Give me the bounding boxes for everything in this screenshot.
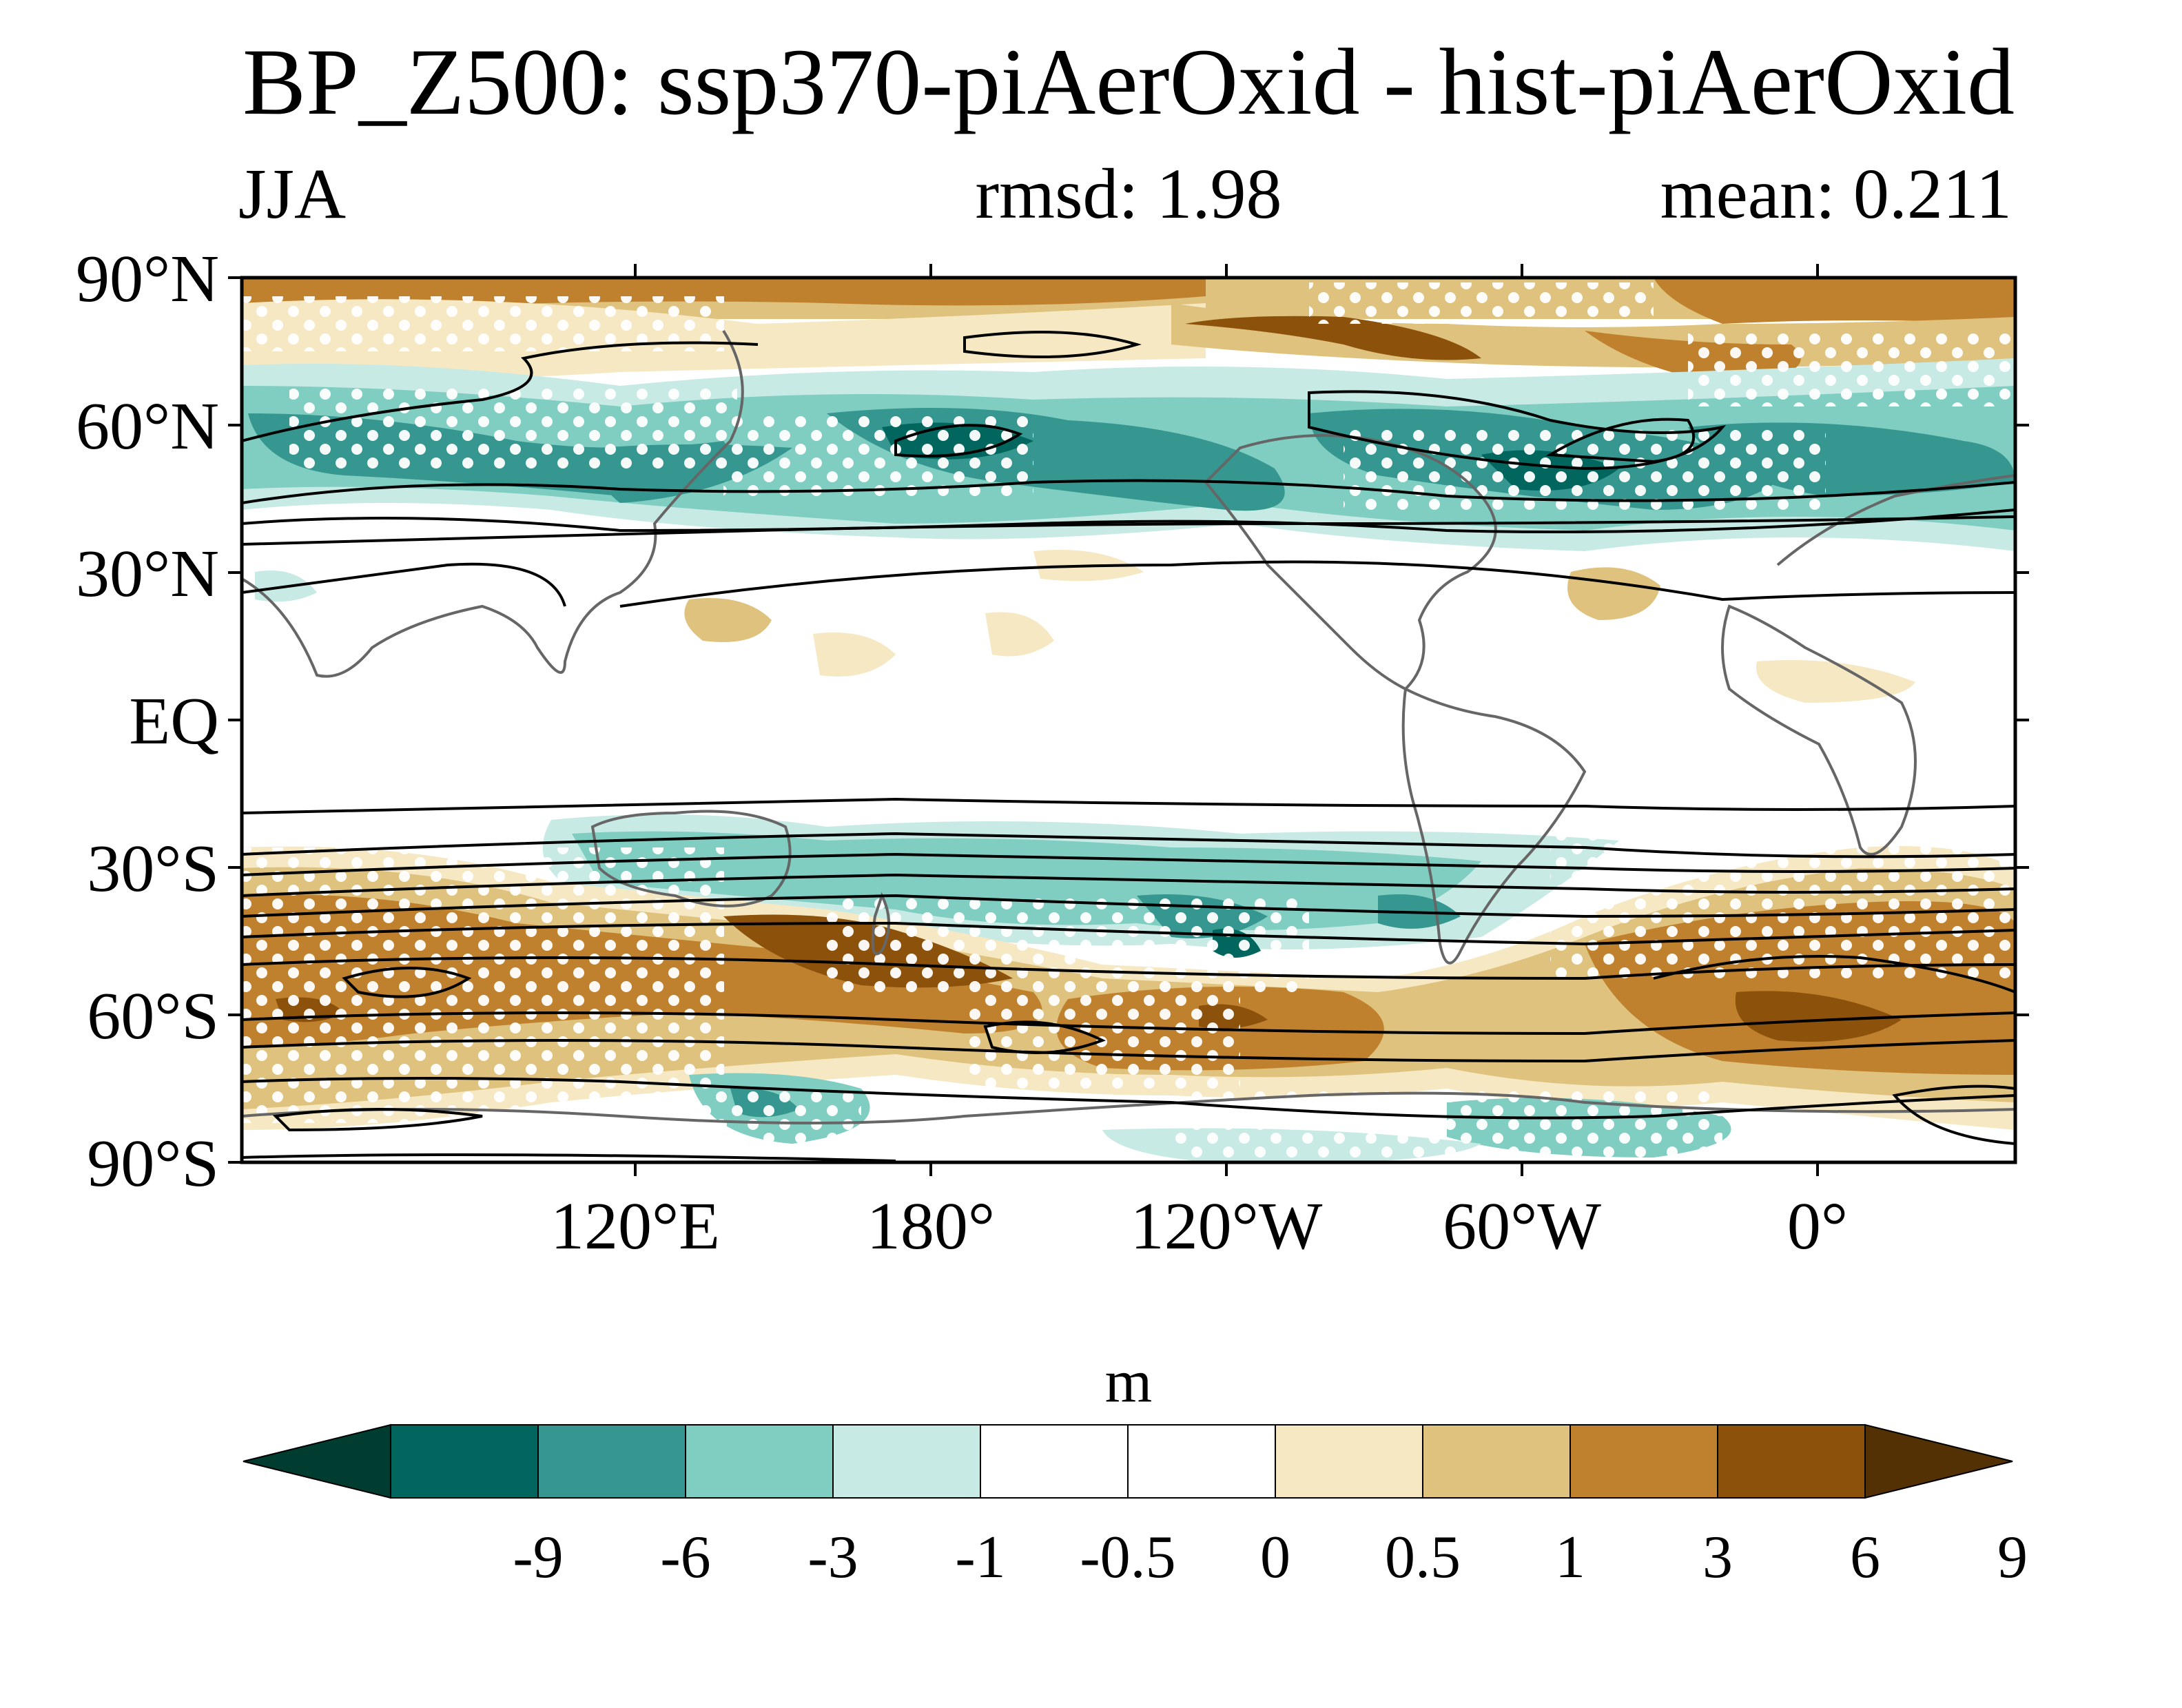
colorbar-tick-label: -0.5: [1080, 1524, 1175, 1591]
contour-line: [242, 921, 2015, 946]
contour-line: [242, 852, 2015, 876]
contour-line: [242, 832, 2015, 858]
rmsd-label: rmsd: 1.98: [976, 154, 1282, 234]
climatology-contours: [242, 331, 2015, 1162]
coastline-south-america: [1401, 686, 1587, 965]
coastlines: [242, 329, 2015, 1124]
colorbar-tick-label: -1: [955, 1524, 1005, 1591]
coastline-australia: [590, 810, 792, 907]
stipple-patch: [242, 847, 724, 1123]
lon-label: 0°: [1787, 1189, 1848, 1264]
lon-label: 180°: [867, 1189, 995, 1264]
colorbar-swatch: [1127, 1424, 1276, 1499]
contour-line: [242, 508, 2015, 533]
lat-label: 90°N: [76, 242, 219, 316]
contour-line: [894, 424, 1023, 457]
anomaly-region: [1735, 991, 1902, 1042]
stipple-patch: [1309, 282, 1654, 324]
coastline-antarctica: [242, 1091, 2015, 1124]
contour-line: [242, 562, 566, 607]
colorbar-swatch: [1422, 1424, 1571, 1499]
anomaly-region: [1654, 278, 2015, 324]
tick-marks: [228, 264, 2029, 1176]
colorbar-swatch: [537, 1424, 686, 1499]
lat-label: 30°N: [76, 537, 219, 611]
anomaly-region: [985, 612, 1054, 657]
colorbar-tick-label: 3: [1702, 1524, 1733, 1591]
stipple-patch: [1171, 1089, 1722, 1157]
season-label: JJA: [238, 154, 346, 234]
coastline-africa: [1721, 604, 1917, 856]
lat-label: 90°S: [87, 1126, 219, 1201]
contour-line: [242, 797, 2015, 814]
lon-label: 120°W: [1131, 1189, 1323, 1264]
colorbar-tick-label: -6: [660, 1524, 710, 1591]
stipple-patch: [289, 386, 737, 469]
colorbar-swatch: [980, 1424, 1129, 1499]
colorbar-tick-label: 0.5: [1385, 1524, 1461, 1591]
colorbar-under-triangle: [243, 1423, 391, 1499]
colorbar: -9 -6 -3 -1 -0.5 0 0.5 1 3 6 9: [243, 1423, 2028, 1591]
colorbar-units: m: [1105, 1348, 1152, 1415]
lat-label: 60°N: [76, 389, 219, 464]
stipple-patch: [1550, 827, 2015, 978]
coastline-asia: [242, 329, 744, 678]
contour-line: [342, 967, 472, 998]
contour-line: [242, 515, 2015, 546]
map-panel: [242, 278, 2015, 1162]
contour-line: [242, 894, 2015, 918]
colorbar-tick-label: -3: [807, 1524, 858, 1591]
coastline-europe: [1776, 474, 2015, 566]
contour-line: [1308, 390, 1727, 471]
contour-line: [242, 1039, 2015, 1063]
stipple-patch: [965, 978, 1240, 1089]
contour-line: [1892, 1084, 2015, 1146]
contour-line: [1545, 418, 1696, 464]
coastline-new-zealand: [871, 892, 890, 956]
contour-line: [1653, 955, 2015, 994]
colorbar-tick-label: 1: [1555, 1524, 1585, 1591]
colorbar-tick-label: 9: [1997, 1524, 2028, 1591]
contour-line: [242, 873, 2015, 897]
colorbar-tick-label: -9: [513, 1524, 563, 1591]
colorbar-swatch: [1569, 1424, 1718, 1499]
contour-line: [272, 1108, 483, 1132]
stipple-patch: [827, 896, 1309, 992]
stipple-patch: [242, 296, 724, 351]
anomaly-region: [1185, 316, 1481, 360]
colorbar-swatch: [832, 1424, 981, 1499]
colorbar-swatch: [685, 1424, 834, 1499]
contour-line: [983, 1020, 1107, 1054]
contour-line: [619, 560, 2015, 608]
colorbar-tick-label: 6: [1850, 1524, 1880, 1591]
contour-line: [242, 1011, 2015, 1036]
contour-line: [242, 479, 2015, 504]
lat-label: 60°S: [87, 979, 219, 1053]
lon-labels: 120°E 180° 120°W 60°W 0°: [550, 1189, 1848, 1264]
anomaly-region: [1756, 660, 1915, 703]
contour-line: [242, 341, 759, 442]
contour-line: [242, 956, 2015, 980]
lon-label: 120°E: [550, 1189, 720, 1264]
contour-line: [242, 1153, 896, 1162]
colorbar-swatch: [1717, 1424, 1866, 1499]
lat-label: 30°S: [87, 832, 219, 906]
mean-label: mean: 0.211: [1660, 154, 2012, 234]
colorbar-swatch: [390, 1424, 539, 1499]
stipple-patch: [723, 413, 1033, 496]
colorbar-over-triangle: [1864, 1423, 2013, 1499]
coastline-north-america: [1204, 434, 1497, 691]
lat-label: EQ: [129, 684, 219, 759]
anomaly-region: [684, 598, 772, 642]
lat-labels: 90°N 60°N 30°N EQ 30°S 60°S 90°S: [76, 242, 219, 1201]
lon-label: 60°W: [1443, 1189, 1601, 1264]
stipple-patch: [1688, 331, 2015, 407]
colorbar-tick-label: 0: [1260, 1524, 1290, 1591]
contour-line: [242, 1077, 2015, 1120]
figure-title: BP_Z500: ssp370-piAerOxid - hist-piAerOx…: [243, 29, 2015, 134]
contour-line: [963, 331, 1142, 358]
anomaly-region: [813, 632, 896, 677]
colorbar-swatch: [1275, 1424, 1423, 1499]
